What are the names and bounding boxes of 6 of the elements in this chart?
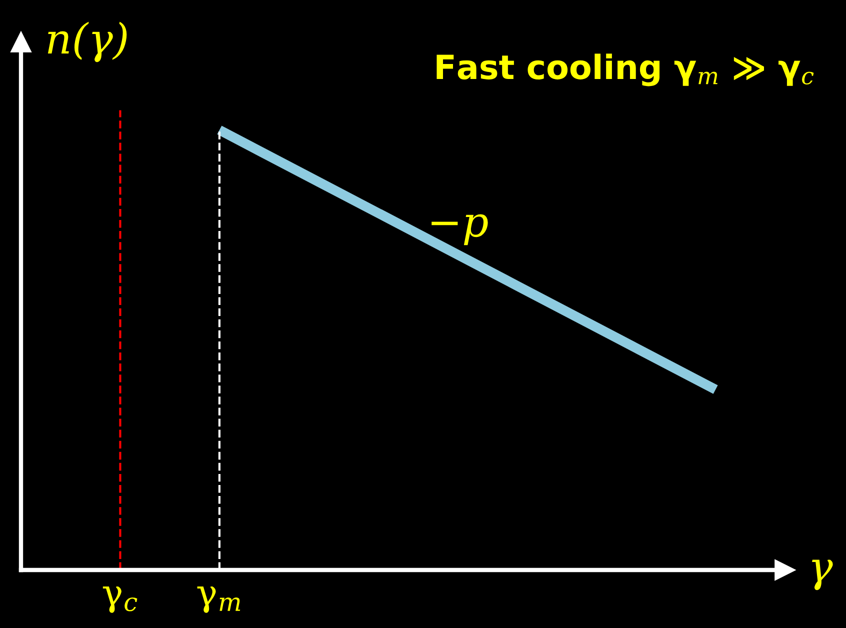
annotation: −p: [432, 214, 488, 246]
x-tick-label: γ$_{m}$: [197, 586, 240, 613]
chart-title: Fast cooling γ$_{m}$ ≫ γ$_{c}$: [436, 54, 814, 86]
x-tick-label: γ$_{c}$: [102, 586, 138, 613]
y-axis-title: n(γ): [48, 22, 127, 62]
x-axis-title: γ: [812, 560, 833, 590]
